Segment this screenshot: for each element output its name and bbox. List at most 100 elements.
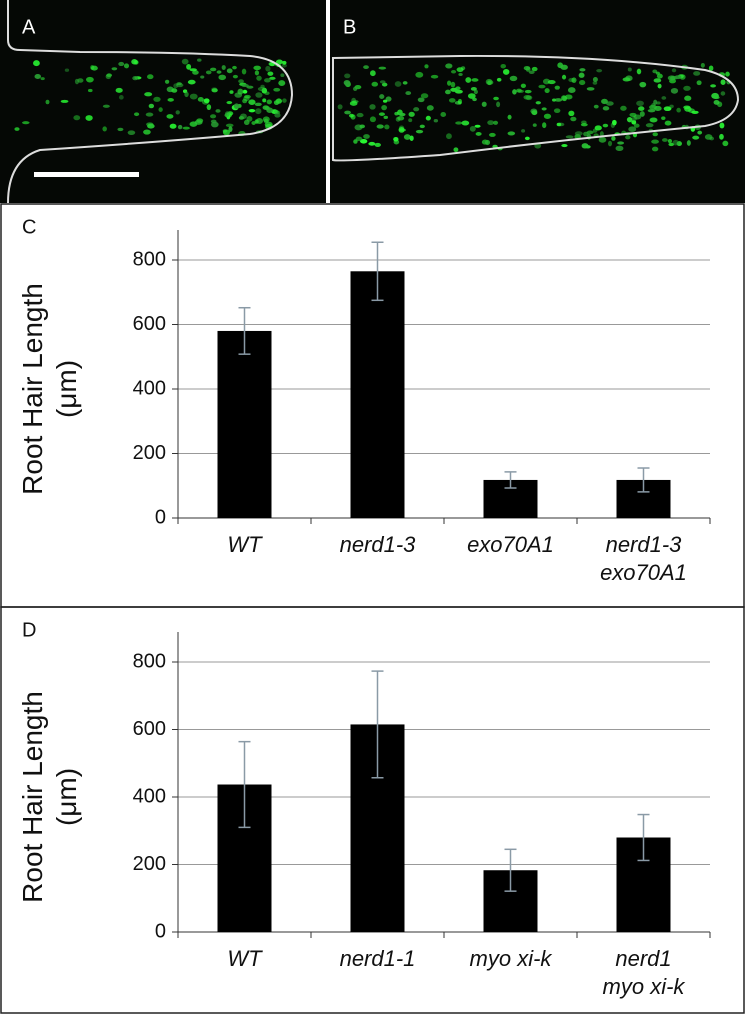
cell — [556, 122, 562, 127]
panel-label: C — [22, 216, 36, 238]
cell — [601, 98, 608, 104]
cell — [541, 107, 547, 111]
cell — [627, 67, 632, 72]
cell — [512, 89, 517, 95]
cell — [144, 92, 153, 97]
x-tick-label: myo xi-k — [603, 974, 686, 999]
cell — [661, 116, 666, 120]
cell — [561, 95, 567, 101]
cell — [282, 98, 287, 103]
cell — [385, 96, 392, 102]
cell — [381, 82, 388, 87]
cell — [356, 112, 364, 118]
cell — [221, 65, 226, 70]
cell — [692, 135, 700, 140]
cell — [645, 123, 654, 128]
y-axis-label-line: (μm) — [51, 360, 82, 418]
cell — [664, 120, 672, 126]
cell — [45, 99, 50, 105]
cell — [691, 110, 699, 114]
cell — [467, 93, 476, 99]
x-tick-label: WT — [227, 532, 263, 557]
cell — [408, 111, 415, 117]
cell — [528, 70, 535, 74]
cell — [173, 83, 179, 89]
cell — [574, 131, 583, 136]
cell — [256, 75, 262, 81]
cell — [552, 98, 557, 102]
cell — [672, 139, 679, 146]
bar — [350, 271, 405, 518]
cell — [535, 101, 541, 105]
y-axis-label-line: (μm) — [51, 768, 82, 826]
cell — [583, 131, 589, 137]
cell — [631, 119, 637, 125]
cell — [74, 78, 80, 85]
cell — [263, 118, 269, 124]
cell — [118, 95, 124, 100]
cell — [667, 139, 673, 144]
cell — [158, 107, 163, 112]
cell — [175, 110, 180, 115]
cell — [517, 89, 524, 93]
cell — [145, 112, 154, 117]
cell — [378, 112, 385, 116]
bar — [217, 330, 272, 518]
cell — [674, 75, 682, 80]
cell — [475, 132, 482, 136]
cell — [369, 104, 376, 110]
cell — [203, 98, 210, 104]
cell — [450, 81, 456, 88]
cell — [274, 112, 281, 118]
cell — [671, 68, 677, 73]
cell — [189, 68, 197, 72]
cell — [543, 113, 552, 119]
cell — [265, 65, 271, 72]
cell — [638, 106, 645, 111]
cell — [417, 97, 425, 103]
y-tick-label: 400 — [133, 377, 166, 399]
cell — [445, 63, 453, 69]
cell — [177, 124, 183, 130]
cell — [246, 85, 254, 89]
cell — [228, 126, 233, 133]
cell — [693, 71, 701, 76]
cell — [553, 108, 561, 114]
cell — [192, 70, 199, 75]
panel-frame — [0, 606, 745, 1014]
cell — [652, 69, 658, 74]
cell — [657, 83, 662, 89]
cell — [722, 140, 729, 147]
cell — [238, 79, 244, 84]
cell — [611, 136, 616, 141]
cell — [260, 84, 265, 89]
cell — [704, 134, 713, 140]
cell — [187, 79, 196, 85]
cell — [596, 69, 603, 73]
cell — [448, 98, 456, 103]
cell — [85, 115, 93, 121]
cell — [725, 71, 730, 77]
cell — [700, 62, 705, 68]
cell — [166, 114, 174, 119]
cell — [186, 63, 192, 70]
cell — [248, 99, 256, 105]
cell — [579, 68, 586, 72]
cell — [281, 63, 287, 68]
cell — [507, 131, 516, 136]
cell — [579, 80, 586, 86]
cell — [253, 65, 262, 71]
scale-bar — [34, 172, 139, 177]
cell — [461, 120, 470, 126]
cell — [602, 123, 609, 128]
cell — [393, 137, 399, 142]
cell — [602, 106, 610, 111]
cell — [73, 115, 81, 121]
cell — [636, 68, 642, 75]
cell — [224, 111, 230, 117]
cell — [493, 96, 499, 101]
cell — [500, 63, 507, 69]
cell — [474, 124, 481, 128]
cell — [264, 91, 270, 95]
y-tick-label: 0 — [155, 920, 166, 942]
